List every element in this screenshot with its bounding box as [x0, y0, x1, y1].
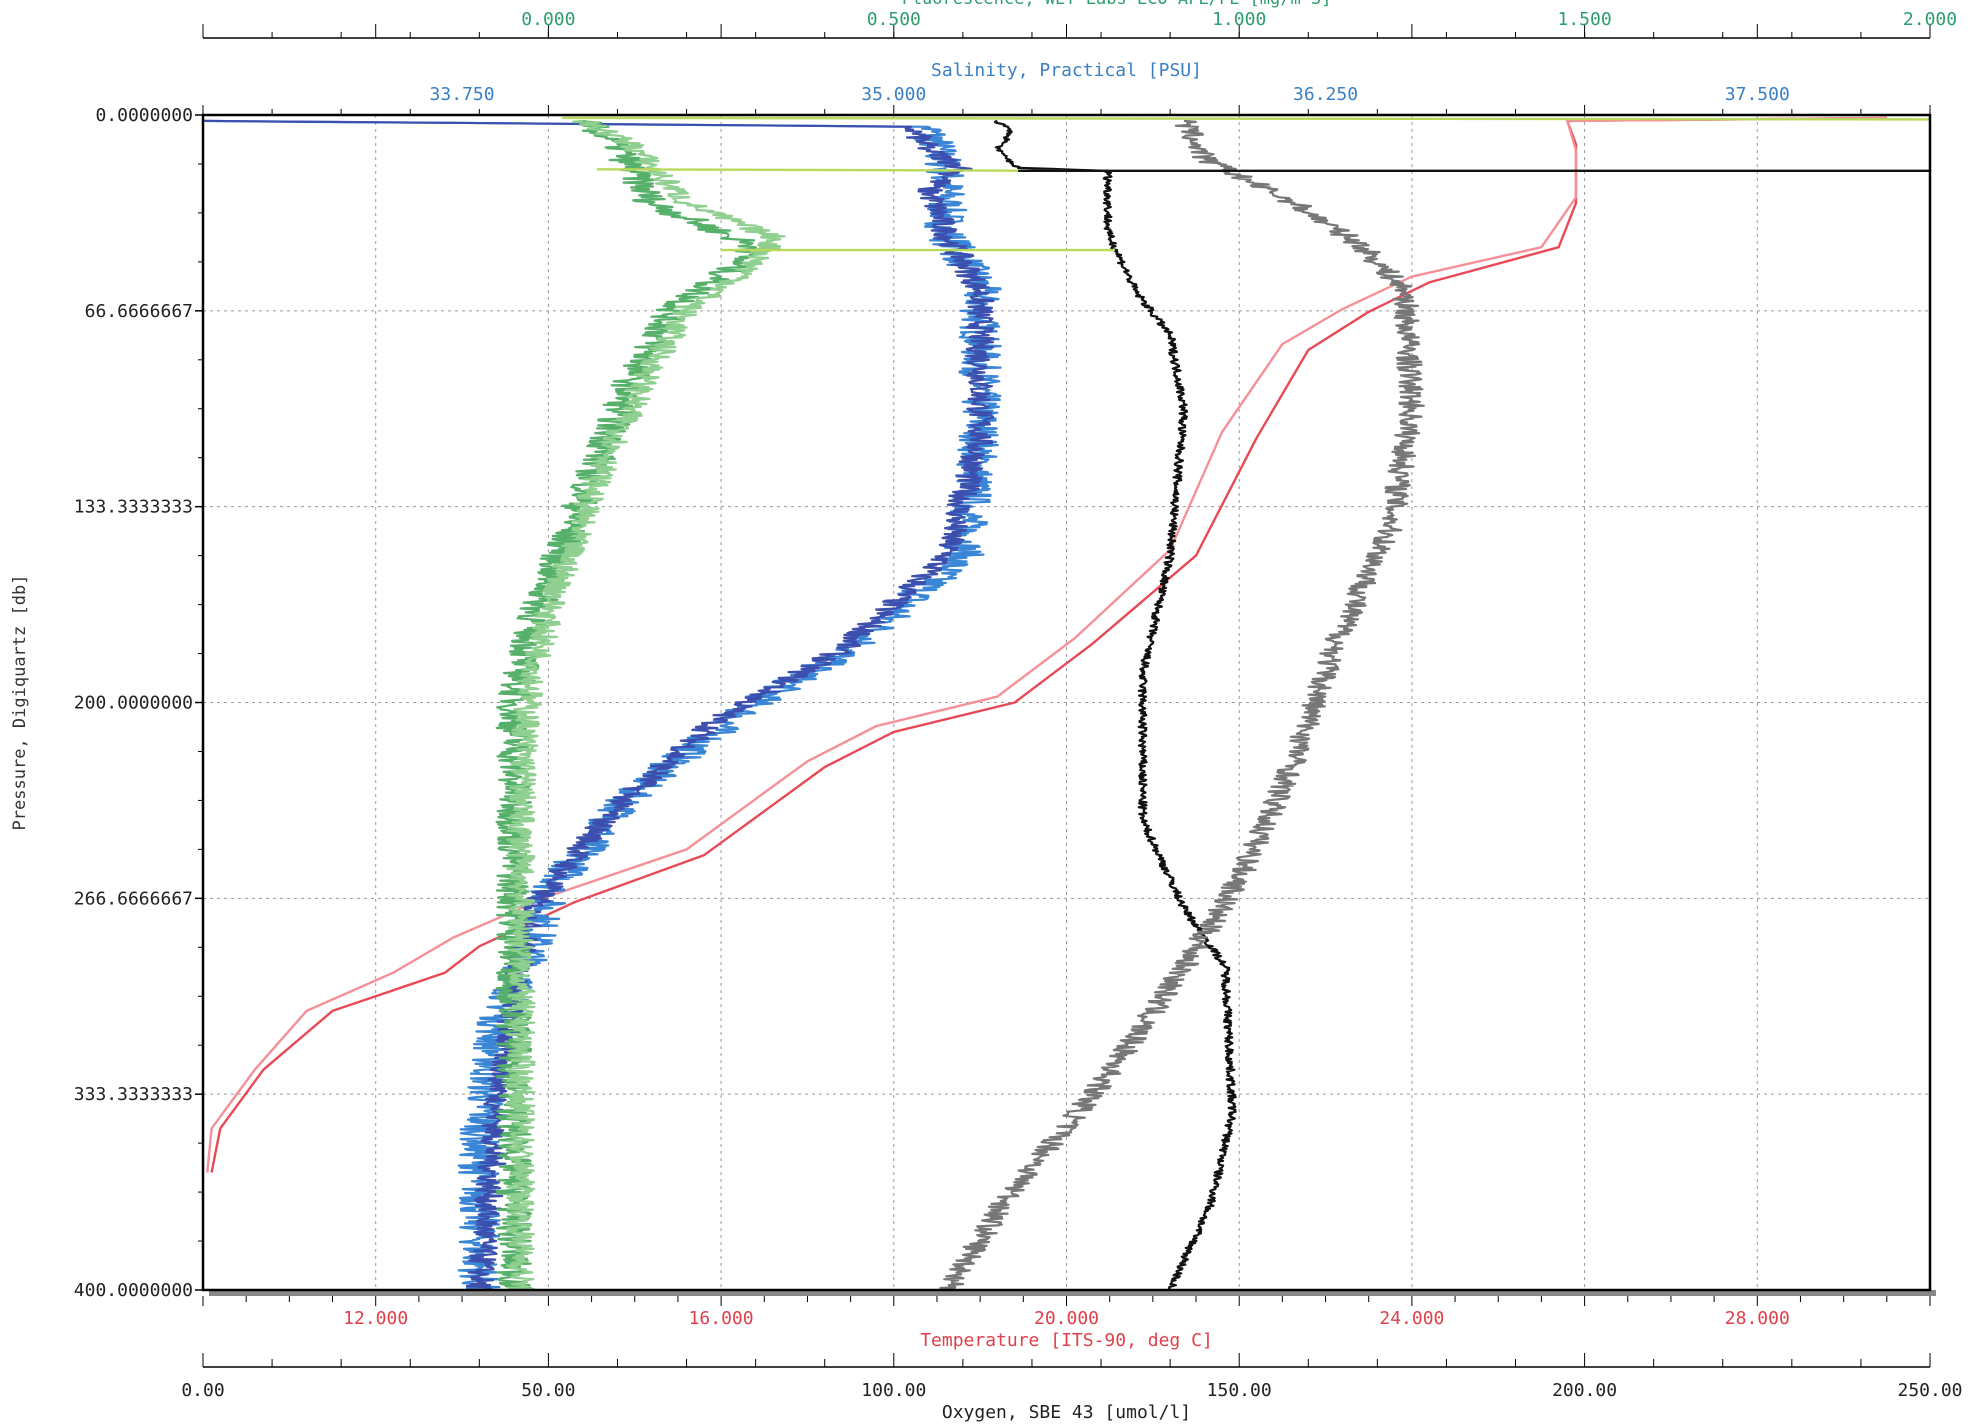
temperature-tick-label: 20.000 — [1034, 1308, 1099, 1329]
fluorescence-tick-label: 0.000 — [521, 9, 575, 30]
series-line-fluorescence — [505, 119, 786, 1292]
temperature-tick-label: 24.000 — [1379, 1308, 1444, 1329]
series-line-fluorescence — [562, 116, 1931, 121]
grid — [203, 115, 1930, 1290]
series-line-temperature — [210, 116, 1887, 1173]
salinity-axis-title: Salinity, Practical [PSU] — [931, 60, 1202, 81]
temperature-axis-title: Temperature [ITS-90, deg C] — [920, 1330, 1213, 1351]
salinity-tick-label: 36.250 — [1293, 84, 1358, 105]
series-line-oxygen — [939, 119, 1425, 1292]
oxygen-tick-label: 250.00 — [1897, 1380, 1962, 1401]
fluorescence-axis-title: Fluorescence, WET Labs ECO-AFL/FL [mg/m^… — [902, 0, 1332, 9]
salinity-tick-label: 33.750 — [430, 84, 495, 105]
pressure-tick-label: 133.3333333 — [74, 497, 193, 518]
plot-frame-shadow — [209, 1290, 1936, 1296]
series-group — [202, 116, 1931, 1292]
pressure-tick-label: 0.0000000 — [95, 105, 193, 126]
temperature-tick-label: 28.000 — [1725, 1308, 1790, 1329]
pressure-tick-label: 400.0000000 — [74, 1280, 193, 1301]
temperature-tick-label: 16.000 — [689, 1308, 754, 1329]
oxygen-tick-label: 150.00 — [1207, 1380, 1272, 1401]
temperature-tick-label: 12.000 — [343, 1308, 408, 1329]
series-line-fluorescence — [495, 119, 766, 1292]
series-line-fluorescence — [596, 168, 1067, 172]
axes-group: 0.0000000 66.6666667 133.3333333 200.000000… — [74, 9, 1963, 1401]
oxygen-tick-label: 0.00 — [181, 1380, 224, 1401]
fluorescence-tick-label: 1.500 — [1558, 9, 1612, 30]
oxygen-tick-label: 50.00 — [521, 1380, 575, 1401]
oxygen-tick-label: 200.00 — [1552, 1380, 1617, 1401]
pressure-axis-title: Pressure, Digiquartz [db] — [10, 575, 30, 831]
pressure-tick-label: 333.3333333 — [74, 1084, 193, 1105]
oxygen-tick-label: 100.00 — [861, 1380, 926, 1401]
oxygen-axis-title: Oxygen, SBE 43 [umol/l] — [942, 1402, 1191, 1423]
fluorescence-tick-label: 2.000 — [1903, 9, 1957, 30]
series-line-temperature — [206, 116, 1887, 1173]
series-line-oxygen — [993, 119, 1237, 1291]
pressure-tick-label: 66.6666667 — [85, 301, 193, 322]
fluorescence-tick-label: 1.000 — [1212, 9, 1266, 30]
salinity-tick-label: 35.000 — [861, 84, 926, 105]
pressure-tick-label: 266.6666667 — [74, 888, 193, 909]
fluorescence-tick-label: 0.500 — [867, 9, 921, 30]
salinity-tick-label: 37.500 — [1725, 84, 1790, 105]
pressure-tick-label: 200.0000000 — [74, 693, 193, 714]
